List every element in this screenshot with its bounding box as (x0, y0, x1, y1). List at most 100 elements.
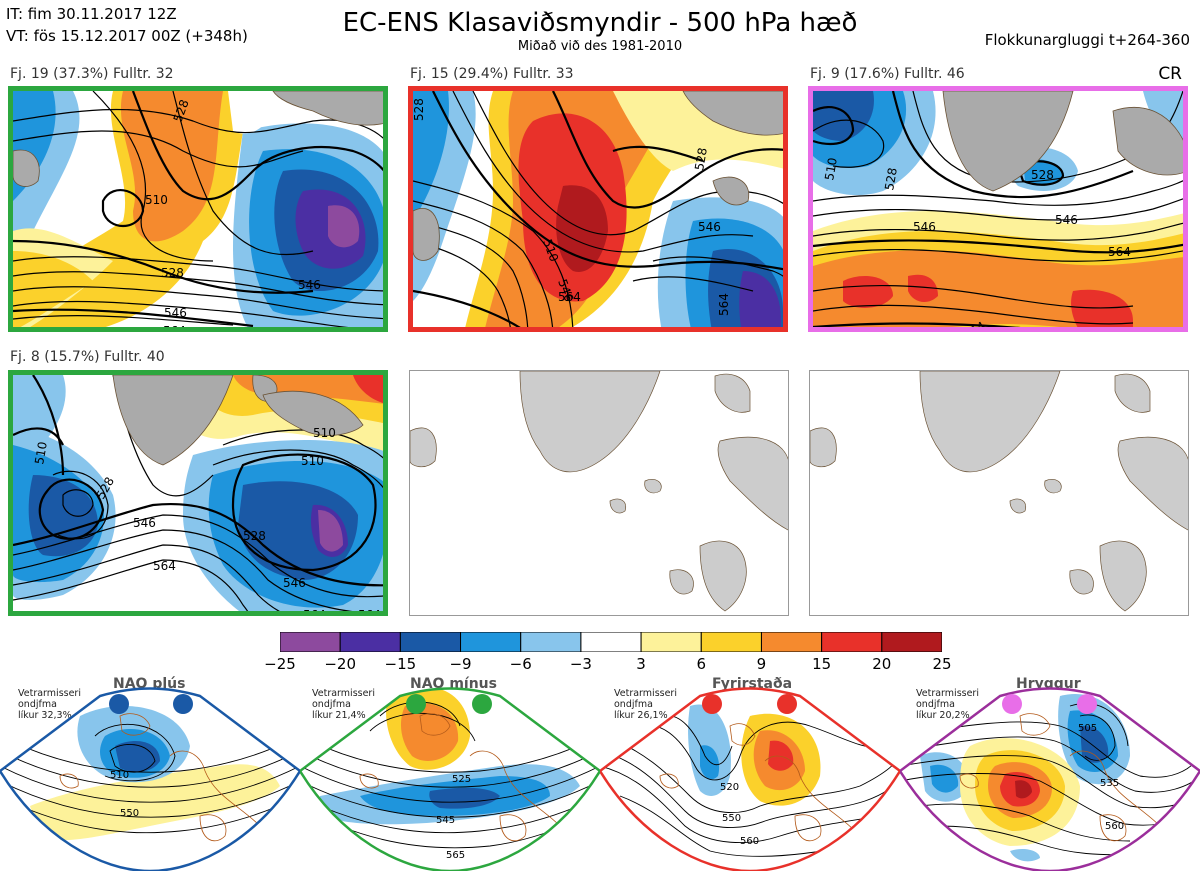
svg-text:510: 510 (313, 426, 336, 440)
svg-text:520: 520 (720, 782, 739, 793)
colorbar-tick-label: −25 (264, 655, 296, 673)
svg-text:528: 528 (243, 529, 266, 543)
svg-text:525: 525 (452, 774, 471, 785)
panel-3-label: Fj. 9 (17.6%) Fulltr. 46 (810, 66, 965, 82)
regime-2-info: Vetrarmisseri ondjfma líkur 21,4% (312, 688, 375, 721)
page-title: EC-ENS Klasaviðsmyndir - 500 hPa hæð (342, 8, 858, 38)
header-times: IT: fim 30.11.2017 12Z VT: fös 15.12.201… (6, 3, 248, 47)
svg-text:545: 545 (436, 815, 455, 826)
panel-1-label: Fj. 19 (37.3%) Fulltr. 32 (10, 66, 174, 82)
cluster-map-1: 510 528 546 528 546 564 (8, 86, 388, 332)
svg-text:535: 535 (1100, 778, 1119, 789)
colorbar-swatch (881, 632, 942, 652)
svg-text:510: 510 (822, 157, 840, 182)
regime-1-info-line: ondjfma (18, 699, 57, 710)
regime-3-name: Fyrirstaða (712, 676, 793, 692)
classification-window: Flokkunargluggi t+264-360 (984, 31, 1190, 49)
regime-1-info-line: líkur 32,3% (18, 710, 72, 721)
regime-4-info-line: líkur 20,2% (916, 710, 970, 721)
regime-1-info-line: Vetrarmisseri (18, 688, 81, 699)
colorbar-swatch (280, 632, 341, 652)
svg-text:564: 564 (153, 559, 176, 573)
svg-text:546: 546 (913, 220, 936, 234)
colorbar-tick-label: −3 (569, 655, 592, 673)
panel-4-label: Fj. 8 (15.7%) Fulltr. 40 (10, 349, 165, 365)
svg-text:564: 564 (558, 290, 581, 304)
svg-text:505: 505 (1078, 723, 1097, 734)
svg-text:560: 560 (740, 836, 759, 847)
svg-text:528: 528 (882, 167, 900, 192)
svg-text:565: 565 (446, 850, 465, 861)
empty-map-5 (409, 370, 789, 616)
regime-map-nao-plus: 510 550 (0, 676, 300, 871)
colorbar-tick-label: 20 (872, 655, 892, 673)
svg-text:54: 54 (968, 319, 988, 332)
regime-2-info-line: líkur 21,4% (312, 710, 366, 721)
regime-1-info: Vetrarmisseri ondjfma líkur 32,3% (18, 688, 81, 721)
colorbar-swatch (700, 632, 762, 652)
regime-map-nao-minus: 525 545 565 (300, 676, 600, 871)
regime-4-info-line: Vetrarmisseri (916, 688, 979, 699)
cluster-map-3: 528 546 564 510 528 546 54 (808, 86, 1188, 332)
svg-text:510: 510 (110, 770, 129, 781)
anomaly-colorbar (280, 632, 942, 652)
regime-2-name: NAO mínus (410, 676, 497, 692)
svg-text:564: 564 (303, 608, 326, 616)
svg-text:546: 546 (133, 516, 156, 530)
svg-text:564: 564 (717, 293, 731, 316)
colorbar-tick-label: 3 (636, 655, 646, 673)
svg-text:546: 546 (1055, 213, 1078, 227)
svg-text:550: 550 (722, 813, 741, 824)
regime-4-info-line: ondjfma (916, 699, 955, 710)
colorbar-swatch (821, 632, 883, 652)
colorbar-swatch (460, 632, 522, 652)
svg-text:546: 546 (283, 576, 306, 590)
colorbar-tick-label: 6 (696, 655, 707, 673)
svg-text:510: 510 (32, 441, 50, 466)
colorbar-swatch (580, 632, 642, 652)
colorbar-swatch (760, 632, 823, 652)
colorbar-tick-label: 9 (756, 655, 767, 673)
svg-text:528: 528 (413, 98, 426, 121)
colorbar-swatch (640, 632, 702, 652)
svg-text:550: 550 (120, 808, 139, 819)
cluster-map-4: 510 510 510 528 546 528 564 546 564 564 (8, 370, 388, 616)
svg-text:510: 510 (145, 193, 168, 207)
page-subtitle: Miðað við des 1981-2010 (517, 39, 683, 54)
regime-3-info: Vetrarmisseri ondjfma líkur 26,1% (614, 688, 677, 721)
regime-3-info-line: Vetrarmisseri (614, 688, 677, 699)
regime-4-info: Vetrarmisseri ondjfma líkur 20,2% (916, 688, 979, 721)
svg-text:546: 546 (298, 278, 321, 292)
cluster-map-2: 528 510 546 564 546 528 564 (408, 86, 788, 332)
svg-text:564: 564 (163, 324, 186, 332)
regime-1-name: NAO plús (113, 676, 186, 692)
svg-text:528: 528 (1031, 168, 1054, 182)
colorbar-tick-label: −15 (384, 655, 417, 673)
colorbar-ticks: −25 −20 −15 −9 −6 −3 3 6 9 15 20 25 (0, 655, 1200, 675)
regime-3-info-line: ondjfma (614, 699, 653, 710)
colorbar-tick-label: 25 (932, 655, 952, 673)
svg-text:510: 510 (301, 454, 324, 468)
svg-text:528: 528 (692, 147, 710, 172)
colorbar-tick-label: −6 (509, 655, 532, 673)
issue-time: IT: fim 30.11.2017 12Z (6, 5, 177, 23)
colorbar-tick-label: 15 (812, 655, 832, 673)
svg-text:546: 546 (698, 220, 721, 234)
svg-text:560: 560 (1105, 821, 1124, 832)
regime-map-ridge: 505 535 560 (900, 676, 1200, 871)
panel-2-label: Fj. 15 (29.4%) Fulltr. 33 (410, 66, 574, 82)
svg-text:546: 546 (164, 306, 187, 320)
colorbar-swatch (520, 632, 582, 652)
colorbar-tick-label: −9 (449, 655, 472, 673)
colorbar-swatch (399, 632, 462, 652)
empty-map-6 (809, 370, 1189, 616)
svg-text:528: 528 (161, 266, 184, 280)
cr-label: CR (1158, 64, 1182, 84)
svg-text:564: 564 (1108, 245, 1131, 259)
regime-2-info-line: Vetrarmisseri (312, 688, 375, 699)
regime-map-blocking: 520 550 560 (600, 676, 900, 871)
colorbar-tick-label: −20 (324, 655, 356, 673)
regime-2-info-line: ondjfma (312, 699, 351, 710)
valid-time: VT: fös 15.12.2017 00Z (+348h) (6, 27, 248, 45)
colorbar-swatch (339, 632, 401, 652)
